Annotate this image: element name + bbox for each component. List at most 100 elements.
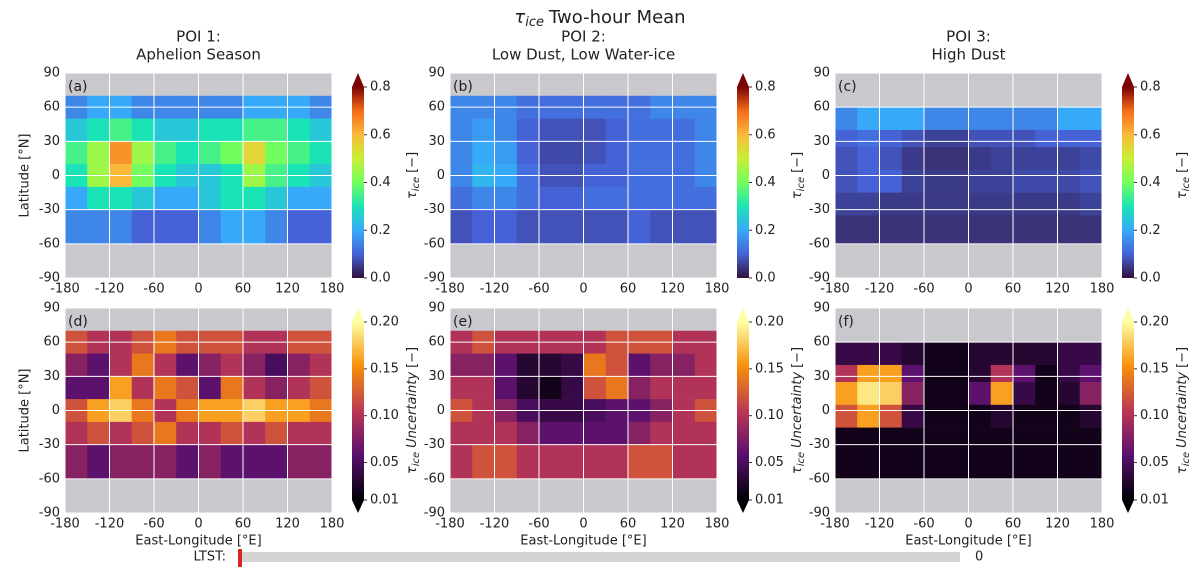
y-tick-label: 90 — [813, 66, 830, 81]
panel-label: (d) — [68, 314, 88, 330]
heat-cell — [924, 169, 947, 193]
y-axis-label: Latitude [°N] — [18, 368, 33, 452]
y-tick-label: 60 — [43, 335, 60, 350]
heat-cell — [857, 364, 880, 383]
y-tick-label: -60 — [424, 236, 445, 251]
x-axis-label: East-Longitude [°E] — [905, 534, 1031, 549]
heat-cell — [1079, 147, 1103, 171]
panel-title: High Dust — [932, 46, 1006, 64]
heat-cell — [605, 421, 629, 445]
colorbar-tick-label: 0.0 — [1140, 271, 1161, 286]
heat-cell — [946, 192, 969, 216]
slider-handle[interactable] — [238, 549, 242, 567]
x-tick-label: 120 — [275, 517, 300, 532]
y-tick-label: 60 — [813, 100, 830, 115]
heat-cell — [857, 404, 880, 428]
heat-cell — [1035, 364, 1058, 383]
heat-cell — [220, 421, 244, 445]
heat-cell — [309, 209, 333, 245]
x-tick-label: -60 — [528, 282, 549, 297]
heat-cell — [539, 376, 562, 400]
y-tick-label: 30 — [428, 134, 445, 149]
heat-cell — [672, 209, 696, 245]
slider-track[interactable] — [240, 552, 960, 562]
colorbar — [737, 322, 749, 500]
heat-cell — [220, 209, 244, 245]
heat-cell — [857, 215, 880, 245]
x-tick-label: -180 — [435, 282, 465, 297]
heat-cell — [472, 421, 495, 445]
heat-cell — [516, 444, 540, 480]
heat-cell — [1035, 107, 1058, 131]
heat-cell — [1057, 129, 1081, 148]
heat-cell — [1013, 427, 1036, 451]
y-tick-label: 0 — [822, 168, 830, 183]
y-tick-label: -90 — [424, 506, 445, 521]
y-tick-label: 60 — [428, 335, 445, 350]
x-tick-label: 120 — [660, 282, 685, 297]
heat-cell — [561, 376, 584, 400]
heat-cell — [154, 376, 177, 400]
colorbar-tick-label: 0.01 — [755, 493, 784, 508]
x-tick-label: -60 — [913, 517, 934, 532]
x-tick-label: 120 — [275, 282, 300, 297]
heat-cell — [1079, 215, 1103, 245]
heat-cell — [198, 421, 222, 445]
heat-cell — [672, 376, 696, 400]
heat-cell — [1057, 427, 1081, 451]
suptitle-text: Two-hour Mean — [548, 7, 686, 28]
colorbar-label: τice [−] — [790, 152, 808, 199]
heat-cell — [1079, 129, 1103, 148]
heat-cell — [154, 209, 177, 245]
heat-cell — [946, 169, 969, 193]
heat-cell — [835, 450, 858, 480]
colorbar-label: τice Uncertainty [−] — [405, 347, 423, 474]
y-tick-label: -90 — [809, 271, 830, 286]
heat-cell — [309, 376, 333, 400]
heat-cell — [1013, 129, 1036, 148]
heat-cell — [243, 209, 266, 245]
heat-cell — [583, 421, 607, 445]
heat-cell — [265, 209, 288, 245]
colorbar-extend-max — [352, 73, 364, 87]
heat-cell — [857, 192, 880, 216]
heat-cell — [879, 192, 903, 216]
heat-cell — [901, 342, 925, 366]
heat-cell — [243, 353, 266, 377]
heat-cell — [879, 215, 903, 245]
heat-cell — [857, 427, 880, 451]
heat-cell — [694, 118, 718, 142]
heat-cell — [265, 118, 288, 142]
heat-cell — [87, 376, 110, 400]
heat-cell — [946, 129, 969, 148]
heat-cell — [1035, 382, 1058, 406]
heat-cell — [1013, 107, 1036, 131]
heat-cell — [109, 209, 133, 245]
x-tick-label: 180 — [705, 517, 730, 532]
heat-cell — [472, 209, 495, 245]
colorbar-label: τice [−] — [405, 152, 423, 199]
x-tick-label: 0 — [579, 517, 587, 532]
suptitle: τice Two-hour Mean — [514, 7, 685, 30]
heat-cell — [198, 141, 222, 165]
colorbar-label-symbol: τ — [1175, 191, 1190, 199]
y-tick-label: 30 — [813, 134, 830, 149]
x-tick-label: 60 — [620, 517, 637, 532]
y-tick-label: 90 — [813, 301, 830, 316]
heat-cell — [450, 353, 473, 377]
colorbar-tick-label: 0.4 — [1140, 175, 1161, 190]
heat-cell — [857, 169, 880, 193]
heat-cell — [131, 353, 155, 377]
heat-cell — [131, 444, 155, 480]
panel-label: (a) — [68, 79, 88, 95]
colorbar-label-text: [−] — [405, 152, 420, 173]
colorbar-label-subscript: ice — [1181, 177, 1192, 191]
heat-cell — [154, 353, 177, 377]
colorbar-label-italic: Uncertainty — [790, 372, 805, 448]
heat-cell — [539, 353, 562, 377]
heat-cell — [605, 186, 629, 210]
heat-cell — [220, 118, 244, 142]
colorbar-tick-label: 0.2 — [1140, 223, 1161, 238]
suptitle-subscript: ice — [525, 15, 544, 30]
heat-cell — [220, 353, 244, 377]
